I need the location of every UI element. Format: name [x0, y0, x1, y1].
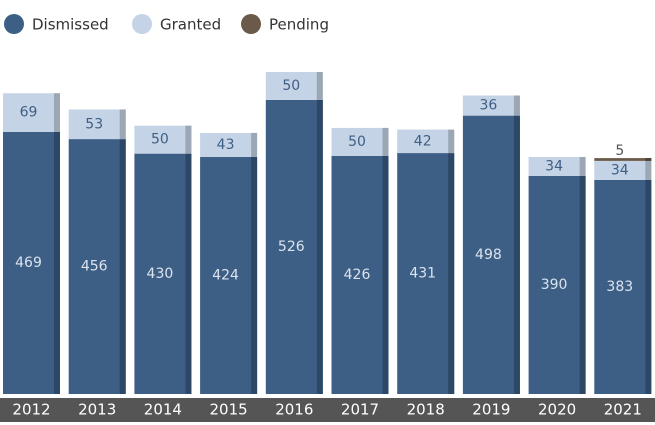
bar-shade — [119, 109, 126, 140]
x-tick-label: 2015 — [210, 401, 248, 419]
bar-shade — [251, 132, 258, 157]
x-tick-label: 2013 — [78, 401, 116, 419]
value-label: 469 — [15, 255, 42, 271]
bar-segment — [265, 72, 323, 100]
legend-swatch — [241, 14, 261, 34]
bar-segment — [594, 179, 652, 394]
bar-shade — [382, 127, 389, 156]
bar-segment — [528, 175, 586, 394]
bar-segment — [134, 125, 192, 154]
x-tick-label: 2019 — [472, 401, 510, 419]
value-label: 42 — [414, 133, 432, 149]
bar-segment — [68, 139, 126, 394]
legend-swatch — [4, 14, 24, 34]
value-label: 43 — [217, 137, 235, 153]
x-tick-label: 2012 — [12, 401, 50, 419]
x-tick-label: 2020 — [538, 401, 576, 419]
bar-shade — [579, 156, 586, 176]
bar-shade — [185, 125, 192, 154]
x-tick-label: 2021 — [604, 401, 642, 419]
bar-shade — [316, 99, 323, 394]
bar-segment — [3, 131, 60, 395]
value-label: 390 — [541, 277, 568, 293]
bar-shade — [54, 93, 60, 132]
legend-label: Granted — [160, 16, 221, 34]
bar-segment — [397, 153, 455, 394]
value-label: 50 — [151, 132, 169, 148]
bar-segment — [331, 127, 389, 156]
bar-shade — [579, 175, 586, 394]
value-label: 456 — [81, 259, 108, 275]
bar-segment — [594, 160, 652, 180]
legend-label: Dismissed — [32, 16, 109, 34]
bar-shade — [448, 153, 455, 394]
bar-segment — [3, 93, 60, 132]
x-tick-label: 2014 — [144, 401, 182, 419]
bar-shade — [513, 115, 520, 395]
value-label: 53 — [85, 116, 103, 132]
legend-label: Pending — [269, 16, 329, 34]
bar-shade — [645, 179, 652, 394]
bar-segment — [68, 109, 126, 140]
value-label: 526 — [278, 239, 305, 255]
value-label: 34 — [545, 158, 563, 174]
bar-segment — [594, 158, 652, 161]
value-label: 50 — [282, 78, 300, 94]
value-label: 383 — [606, 279, 633, 295]
value-label: 69 — [20, 105, 38, 121]
value-label: 498 — [475, 247, 502, 263]
bar-shade — [513, 95, 520, 116]
value-label: 431 — [409, 266, 436, 282]
legend-swatch — [132, 14, 152, 34]
value-label: 426 — [344, 267, 371, 283]
bar-segment — [331, 155, 389, 394]
bar-shade — [119, 139, 126, 394]
value-label: 36 — [479, 98, 497, 114]
value-label: 5 — [615, 143, 624, 159]
bar-shade — [645, 160, 652, 180]
bar-shade — [185, 153, 192, 394]
bar-shade — [382, 155, 389, 394]
bar-segment — [397, 129, 455, 154]
value-label: 50 — [348, 134, 366, 150]
bar-segment — [200, 132, 258, 157]
value-label: 430 — [147, 266, 174, 282]
bar-shade — [54, 131, 60, 395]
year-band — [0, 398, 655, 422]
bar-segment — [134, 153, 192, 394]
bar-segment — [528, 156, 586, 176]
x-tick-label: 2018 — [407, 401, 445, 419]
bar-shade — [448, 129, 455, 154]
value-label: 424 — [212, 267, 239, 283]
x-tick-label: 2016 — [275, 401, 313, 419]
bar-shade — [645, 158, 652, 161]
bar-shade — [251, 156, 258, 394]
bar-segment — [200, 156, 258, 394]
value-label: 34 — [611, 162, 629, 178]
bar-segment — [462, 115, 520, 395]
bar-segment — [265, 99, 323, 394]
bar-segment — [462, 95, 520, 116]
x-tick-label: 2017 — [341, 401, 379, 419]
bar-shade — [316, 72, 323, 100]
